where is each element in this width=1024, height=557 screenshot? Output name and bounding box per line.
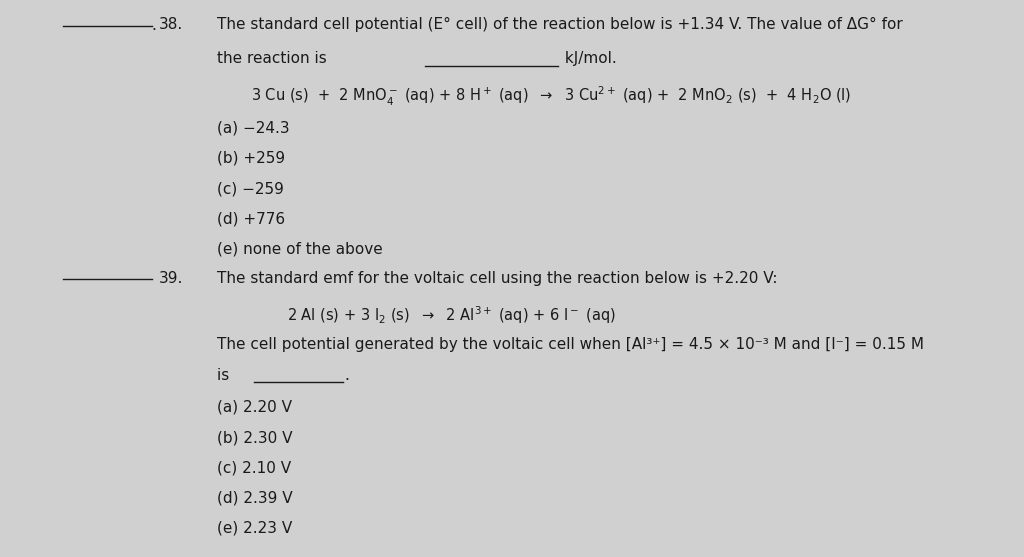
Text: The standard emf for the voltaic cell using the reaction below is +2.20 V:: The standard emf for the voltaic cell us… — [217, 271, 777, 286]
Text: (a) 2.20 V: (a) 2.20 V — [217, 400, 292, 415]
Text: (b) +259: (b) +259 — [217, 151, 286, 166]
Text: (d) 2.39 V: (d) 2.39 V — [217, 490, 293, 505]
Text: .: . — [152, 18, 157, 33]
Text: (a) −24.3: (a) −24.3 — [217, 121, 290, 136]
Text: 3 Cu (s)  +  2 MnO$_4^-$ (aq) + 8 H$^+$ (aq)  $\rightarrow$  3 Cu$^{2+}$ (aq) + : 3 Cu (s) + 2 MnO$_4^-$ (aq) + 8 H$^+$ (a… — [251, 85, 851, 109]
Text: (b) 2.30 V: (b) 2.30 V — [217, 430, 293, 445]
Text: (e) none of the above: (e) none of the above — [217, 241, 383, 256]
Text: .: . — [344, 368, 349, 383]
Text: (e) 2.23 V: (e) 2.23 V — [217, 520, 292, 535]
Text: (c) −259: (c) −259 — [217, 181, 284, 196]
Text: the reaction is: the reaction is — [217, 51, 332, 66]
Text: (d) +776: (d) +776 — [217, 211, 286, 226]
Text: The cell potential generated by the voltaic cell when [Al³⁺] = 4.5 × 10⁻³ M and : The cell potential generated by the volt… — [217, 337, 924, 352]
Text: (c) 2.10 V: (c) 2.10 V — [217, 460, 291, 475]
Text: 39.: 39. — [159, 271, 183, 286]
Text: kJ/mol.: kJ/mol. — [560, 51, 616, 66]
Text: 38.: 38. — [159, 17, 183, 32]
Text: The standard cell potential (E° cell) of the reaction below is +1.34 V. The valu: The standard cell potential (E° cell) of… — [217, 17, 903, 32]
Text: 2 Al (s) + 3 I$_2$ (s)  $\rightarrow$  2 Al$^{3+}$ (aq) + 6 I$^-$ (aq): 2 Al (s) + 3 I$_2$ (s) $\rightarrow$ 2 A… — [287, 305, 615, 326]
Text: is: is — [217, 368, 234, 383]
